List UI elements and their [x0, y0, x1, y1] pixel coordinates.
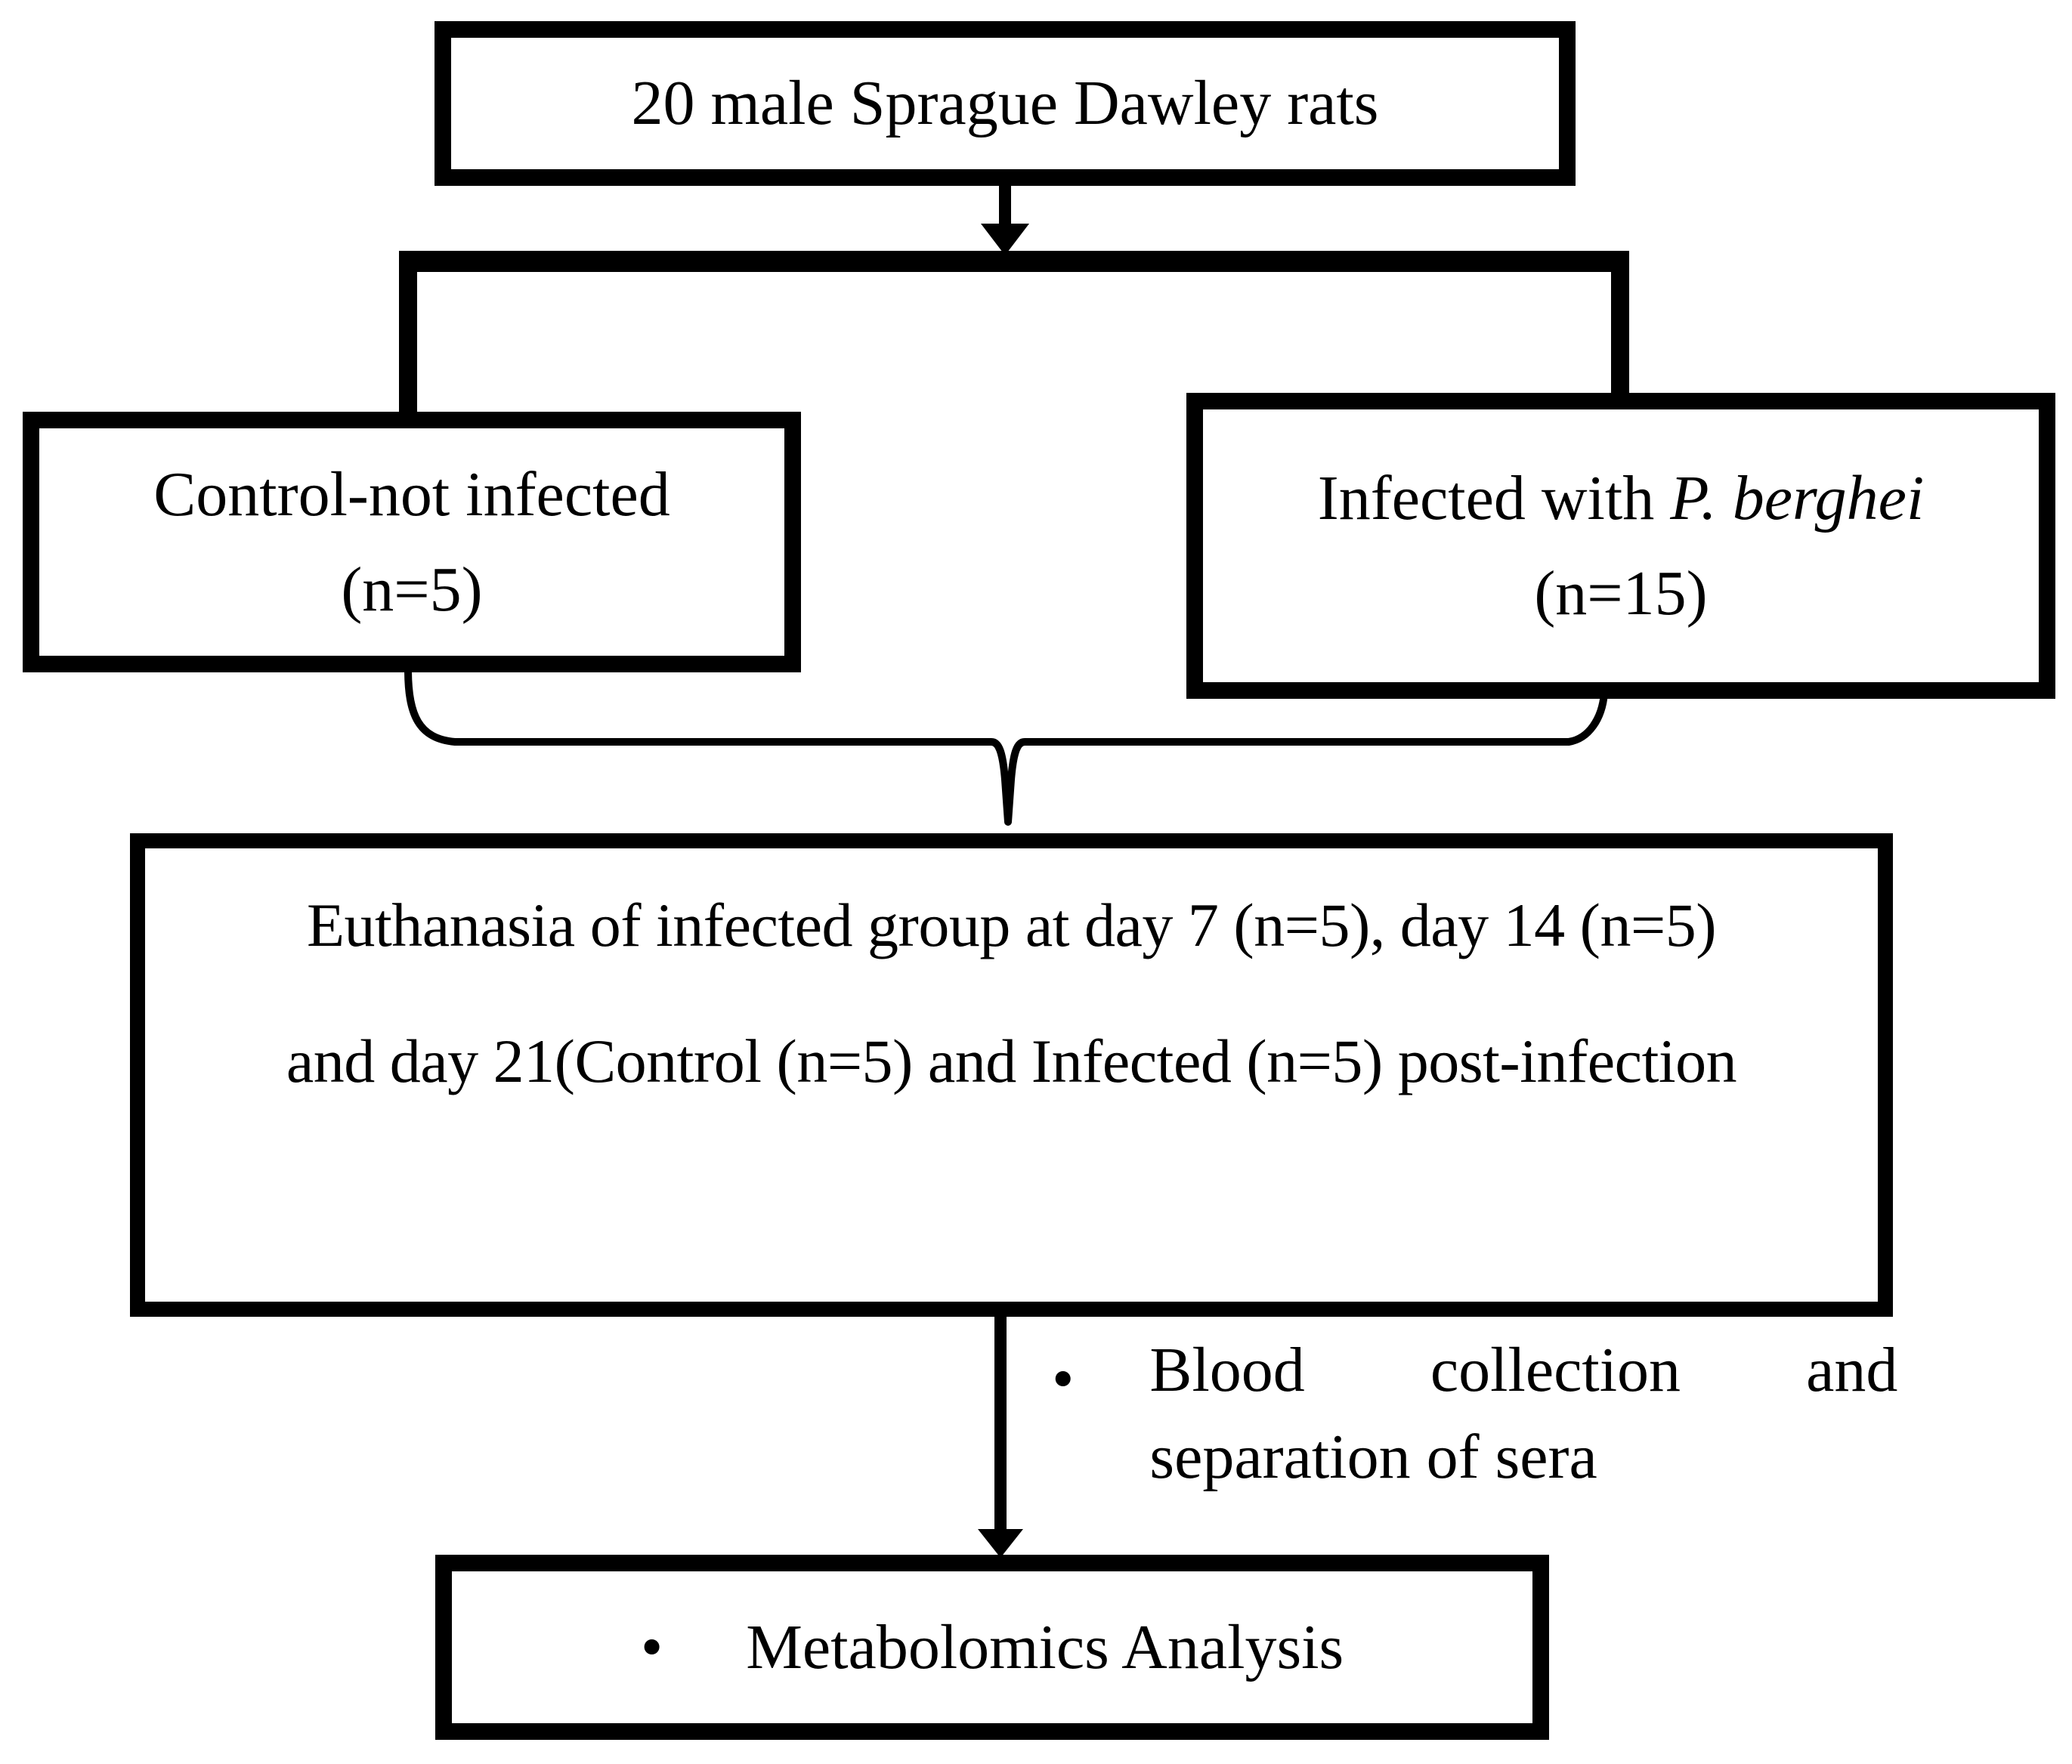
- node-infected-group-line1-plain: Infected with: [1317, 462, 1671, 533]
- node-control-group-line1: Control-not infected: [153, 459, 670, 530]
- node-metabolomics-label: Metabolomics Analysis: [746, 1611, 1344, 1682]
- down-arrow-2: [978, 1315, 1023, 1558]
- species-name-italic: P. berghei: [1670, 462, 1925, 533]
- annotation-blood-collection-text: Blood collection and separation of sera: [1149, 1335, 1898, 1492]
- node-euthanasia-line1: Euthanasia of infected group at day 7 (n…: [306, 891, 1717, 959]
- node-euthanasia: Euthanasia of infected group at day 7 (n…: [130, 833, 1893, 1317]
- node-infected-group-line2: (n=15): [1534, 558, 1708, 629]
- bullet-icon: •: [1052, 1344, 1075, 1414]
- node-control-group: Control-not infected (n=5): [23, 412, 801, 672]
- node-total-rats-label: 20 male Sprague Dawley rats: [631, 68, 1379, 138]
- node-euthanasia-line2: and day 21(Control (n=5) and Infected (n…: [286, 1027, 1737, 1095]
- node-metabolomics: • Metabolomics Analysis: [435, 1555, 1549, 1740]
- bullet-icon: •: [640, 1611, 663, 1682]
- node-infected-group-line1: Infected with P. berghei: [1318, 451, 1924, 546]
- split-bracket-line: [399, 251, 1629, 414]
- node-control-group-line2: (n=5): [341, 554, 483, 625]
- node-total-rats: 20 male Sprague Dawley rats: [435, 21, 1576, 186]
- node-infected-group: Infected with P. berghei (n=15): [1186, 393, 2055, 699]
- annotation-blood-collection: • Blood collection and separation of ser…: [1052, 1327, 1932, 1500]
- down-arrow-1: [981, 186, 1029, 255]
